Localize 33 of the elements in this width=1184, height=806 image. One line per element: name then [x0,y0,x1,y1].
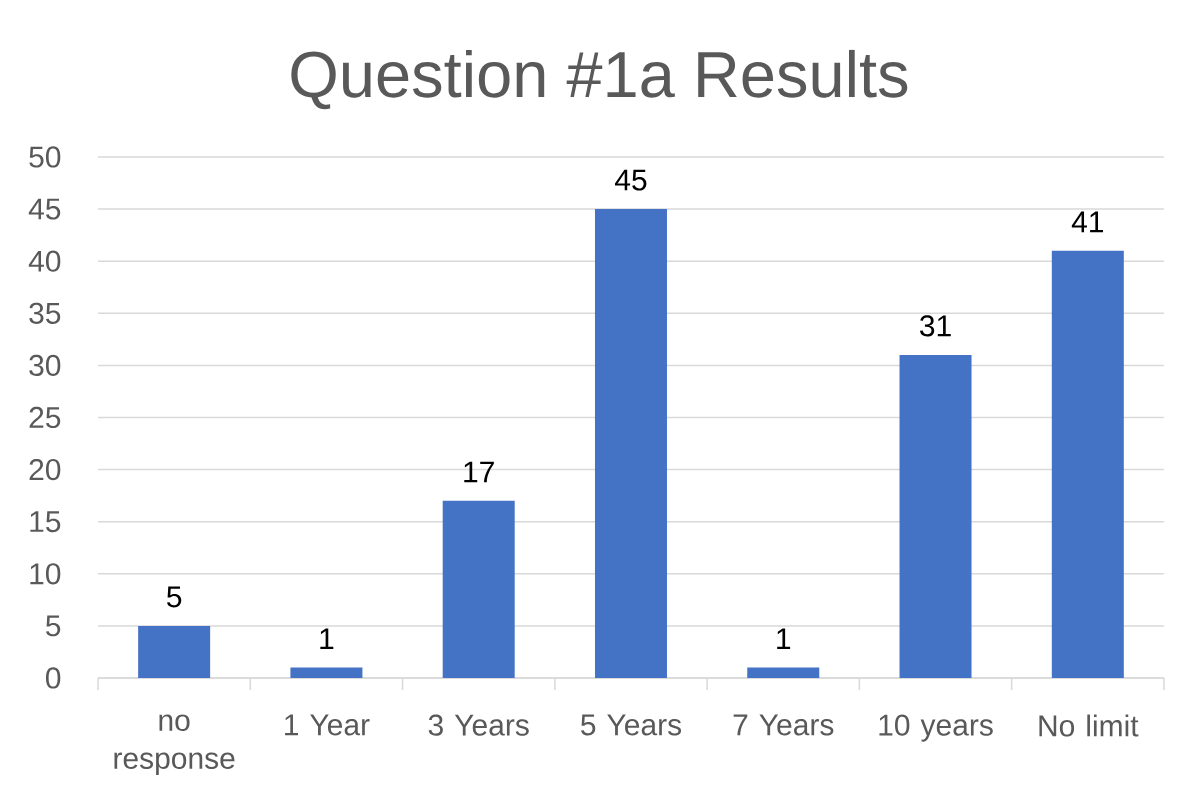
bar [290,667,363,678]
bar [594,209,667,678]
bar [442,500,515,678]
x-tick-label: 1 Year [285,714,370,736]
y-tick-label: 0 [45,667,61,689]
y-tick-label: 50 [29,146,61,168]
data-label: 17 [464,461,494,483]
data-label: 1 [777,628,791,650]
y-tick-label: 30 [29,354,61,377]
bar [899,354,972,678]
data-label: 31 [919,315,951,337]
y-tick-label: 40 [28,250,61,272]
data-label: 5 [167,586,182,608]
chart-title: Question #1a Results [291,49,908,110]
bar [1051,250,1124,678]
data-label: 1 [320,628,334,650]
x-tick-label: 3 Years [428,714,529,736]
y-tick-label: 25 [29,406,61,429]
y-tick-label: 15 [30,511,61,533]
bar [138,625,211,678]
x-tick-label: 10 years [879,714,993,742]
y-tick-label: 20 [29,458,61,481]
y-tick-label: 10 [30,563,61,585]
bar [747,667,820,678]
y-tick-label: 5 [46,615,61,637]
x-tick-label: 7 Years [733,714,834,736]
data-label: 41 [1071,211,1104,233]
x-tick-label: No limit [1039,714,1139,737]
y-tick-label: 45 [28,198,61,220]
y-tick-label: 35 [29,302,61,324]
data-label: 45 [614,169,647,191]
x-tick-label: 5 Years [581,714,682,736]
x-tick-label: no response [114,714,235,775]
